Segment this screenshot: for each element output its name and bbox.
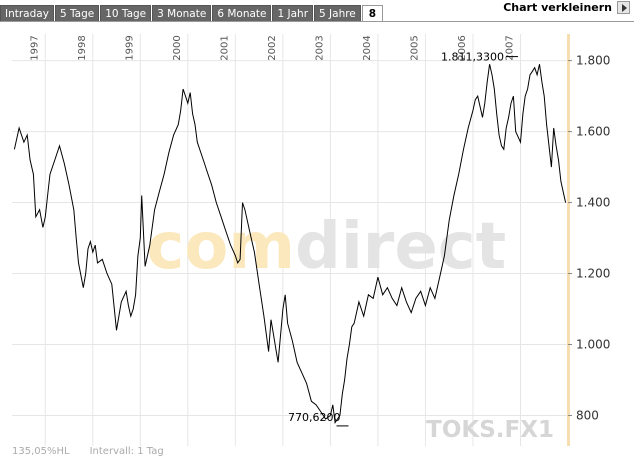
tab-intraday[interactable]: Intraday — [0, 5, 54, 21]
x-tick-label: 2002 — [267, 35, 278, 60]
x-tick-label: 1998 — [77, 35, 88, 60]
tab-6-monate[interactable]: 6 Monate — [212, 5, 272, 21]
tab-5-tage[interactable]: 5 Tage — [54, 5, 100, 21]
y-tick-label: 1.000 — [576, 338, 610, 352]
y-tick-label: 1.800 — [576, 54, 610, 68]
watermark-direct: direct — [295, 210, 506, 284]
arrow-right-icon[interactable] — [617, 1, 630, 14]
y-tick-label: 1.200 — [576, 267, 610, 281]
x-tick-label: 2005 — [409, 35, 420, 60]
shrink-chart-button[interactable]: Chart verkleinern — [503, 1, 630, 14]
tab-10-tage[interactable]: 10 Tage — [100, 5, 152, 21]
tab-bar: Intraday 5 Tage 10 Tage 3 Monate 6 Monat… — [0, 0, 634, 22]
x-tick-label: 2000 — [172, 35, 183, 60]
y-tick-label: 1.600 — [576, 125, 610, 139]
interval-info: Intervall: 1 Tag — [89, 446, 164, 457]
x-tick-label: 1999 — [124, 35, 135, 60]
tab-3-monate[interactable]: 3 Monate — [152, 5, 212, 21]
scale-info: 135,05%HL — [12, 446, 70, 457]
price-chart: com direct 1997 1998 1999 2000 2001 2002 2003 2… — [12, 34, 610, 446]
tab-divider — [0, 21, 634, 22]
x-tick-label: 2003 — [314, 35, 325, 60]
tab-5-jahre[interactable]: 5 Jahre — [314, 5, 361, 21]
chart-footer: 135,05%HL Intervall: 1 Tag — [12, 446, 164, 457]
symbol-label: TOKS.FX1 — [426, 417, 554, 443]
x-tick-label: 2007 — [504, 35, 515, 60]
annotation-low: 770,6200 — [288, 411, 341, 424]
watermark-com: com — [146, 210, 295, 284]
y-tick-label: 1.400 — [576, 196, 610, 210]
x-tick-label: 2001 — [219, 35, 230, 60]
y-tick-label: 800 — [576, 408, 599, 422]
x-tick-label: 1997 — [29, 35, 40, 60]
price-line — [13, 64, 567, 424]
tab-8[interactable]: 8 — [361, 5, 384, 22]
current-period-highlight — [567, 34, 570, 446]
range-tabs: Intraday 5 Tage 10 Tage 3 Monate 6 Monat… — [0, 5, 384, 22]
shrink-chart-label: Chart verkleinern — [503, 1, 612, 14]
tab-1-jahr[interactable]: 1 Jahr — [272, 5, 314, 21]
x-tick-label: 2004 — [362, 35, 373, 60]
annotation-high: 1.811,3300 — [441, 51, 504, 64]
x-tick-label: 2006 — [457, 35, 468, 60]
